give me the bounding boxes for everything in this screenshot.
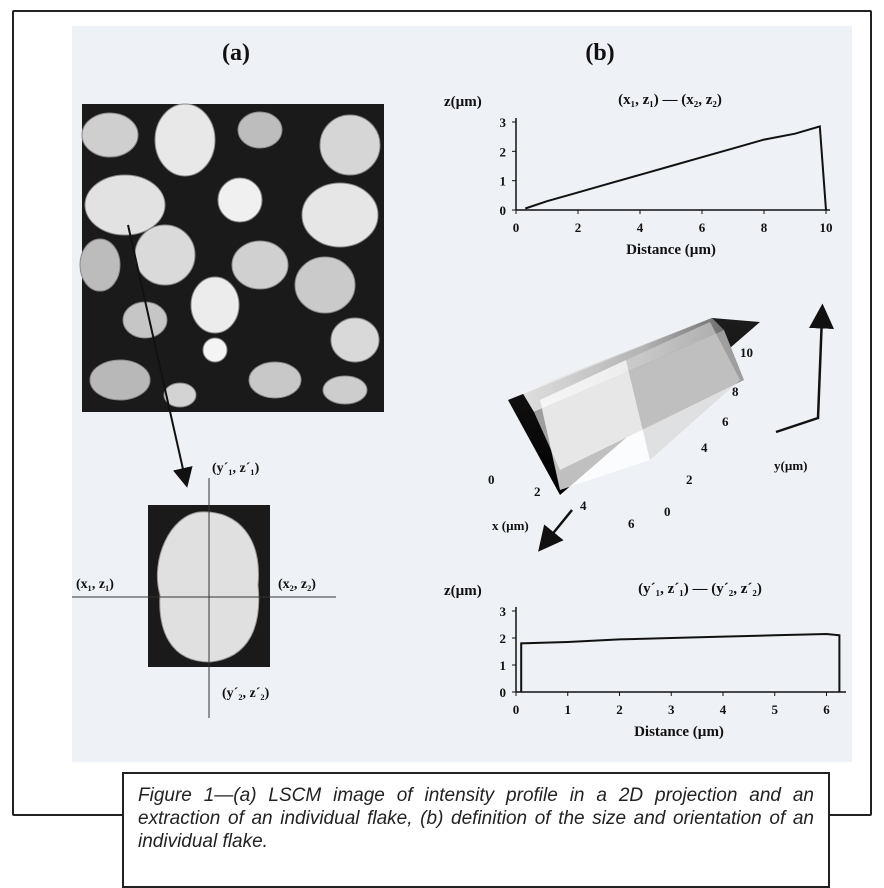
- profile-x-x-tick-label: 8: [761, 220, 768, 235]
- profile-x-x-tick-label: 2: [575, 220, 582, 235]
- profile-x-x-tick-label: 4: [637, 220, 644, 235]
- surface-orientation-arrow: [775, 303, 835, 434]
- surface-y-tick-0: 0: [664, 504, 671, 519]
- profile-x-x-tick-label: 10: [820, 220, 833, 235]
- profile-y-y-tick-label: 2: [500, 631, 507, 646]
- profile-x-y-tick-label: 3: [500, 115, 507, 130]
- profile-y-series-line: [520, 632, 841, 692]
- profile-x-y-tick-label: 2: [500, 144, 507, 159]
- figure-caption: Figure 1—(a) LSCM image of intensity pro…: [138, 785, 814, 852]
- profile-x-series-line: [524, 125, 827, 211]
- profile-x-x-tick-label: 0: [513, 220, 520, 235]
- flake-label-right: (x₂, z₂): [278, 577, 316, 592]
- surface-y-tick-6: 6: [722, 414, 729, 429]
- profile-y-x-tick-label: 2: [616, 702, 623, 717]
- panel-b-label: (b): [585, 40, 614, 66]
- surface-plot: 10 8 6 4 2 0 0 2 4 6 x (µm) y(µm): [488, 303, 835, 552]
- surface-y-tick-8: 8: [732, 384, 739, 399]
- flake-label-top: (y´₁, z´₁): [212, 461, 260, 476]
- profile-y-y-tick-label: 3: [500, 604, 507, 619]
- profile-x-y-tick-label: 0: [500, 203, 507, 218]
- profile-x-title: (x₁, z₁) — (x₂, z₂): [618, 92, 722, 108]
- surface-y-tick-10: 10: [740, 345, 753, 360]
- profile-y-x-tick-label: 1: [564, 702, 571, 717]
- profile-chart-y: 0 1 2 3 4 5 6 0 1 2 3 (y´₁, z´₁) — (y´₂, z´₂) z(µm) D…: [444, 581, 846, 740]
- surface-x-tick-4: 4: [580, 498, 587, 513]
- surface-x-tick-0: 0: [488, 472, 495, 487]
- profile-y-y-label: z(µm): [444, 583, 482, 599]
- surface-x-tick-6: 6: [628, 516, 635, 531]
- surface-x-tick-2: 2: [534, 484, 541, 499]
- flake-label-bottom: (y´₂, z´₂): [222, 686, 270, 701]
- profile-y-y-tick-label: 1: [500, 658, 507, 673]
- surface-y-tick-2: 2: [686, 472, 693, 487]
- profile-x-y-tick-label: 1: [500, 174, 507, 189]
- profile-y-x-tick-label: 0: [513, 702, 520, 717]
- panel-a-label: (a): [222, 40, 250, 66]
- lscm-micrograph: [79, 103, 384, 412]
- profile-x-x-label: Distance (µm): [626, 242, 716, 258]
- extraction-arrow: [127, 224, 193, 488]
- profile-chart-x: 0 2 4 6 8 10 0 1 2 3 (x₁, z₁) — (x₂, z₂) z(µm) Dista…: [444, 92, 833, 258]
- profile-y-x-tick-label: 3: [668, 702, 675, 717]
- profile-y-title: (y´₁, z´₁) — (y´₂, z´₂): [638, 581, 762, 597]
- profile-y-x-tick-label: 5: [771, 702, 778, 717]
- surface-to-profile-arrow: [538, 509, 573, 552]
- profile-x-x-tick-label: 6: [699, 220, 706, 235]
- surface-y-tick-4: 4: [701, 440, 708, 455]
- profile-y-y-tick-label: 0: [500, 685, 507, 700]
- profile-x-y-label: z(µm): [444, 94, 482, 110]
- figure-caption-box: Figure 1—(a) LSCM image of intensity pro…: [122, 772, 830, 888]
- profile-y-x-label: Distance (µm): [634, 724, 724, 740]
- profile-y-x-tick-label: 6: [823, 702, 830, 717]
- profile-y-x-tick-label: 4: [720, 702, 727, 717]
- flake-label-left: (x₁, z₁): [76, 577, 114, 592]
- extracted-flake: [72, 478, 336, 718]
- surface-y-label: y(µm): [774, 458, 807, 473]
- surface-x-label: x (µm): [492, 518, 529, 533]
